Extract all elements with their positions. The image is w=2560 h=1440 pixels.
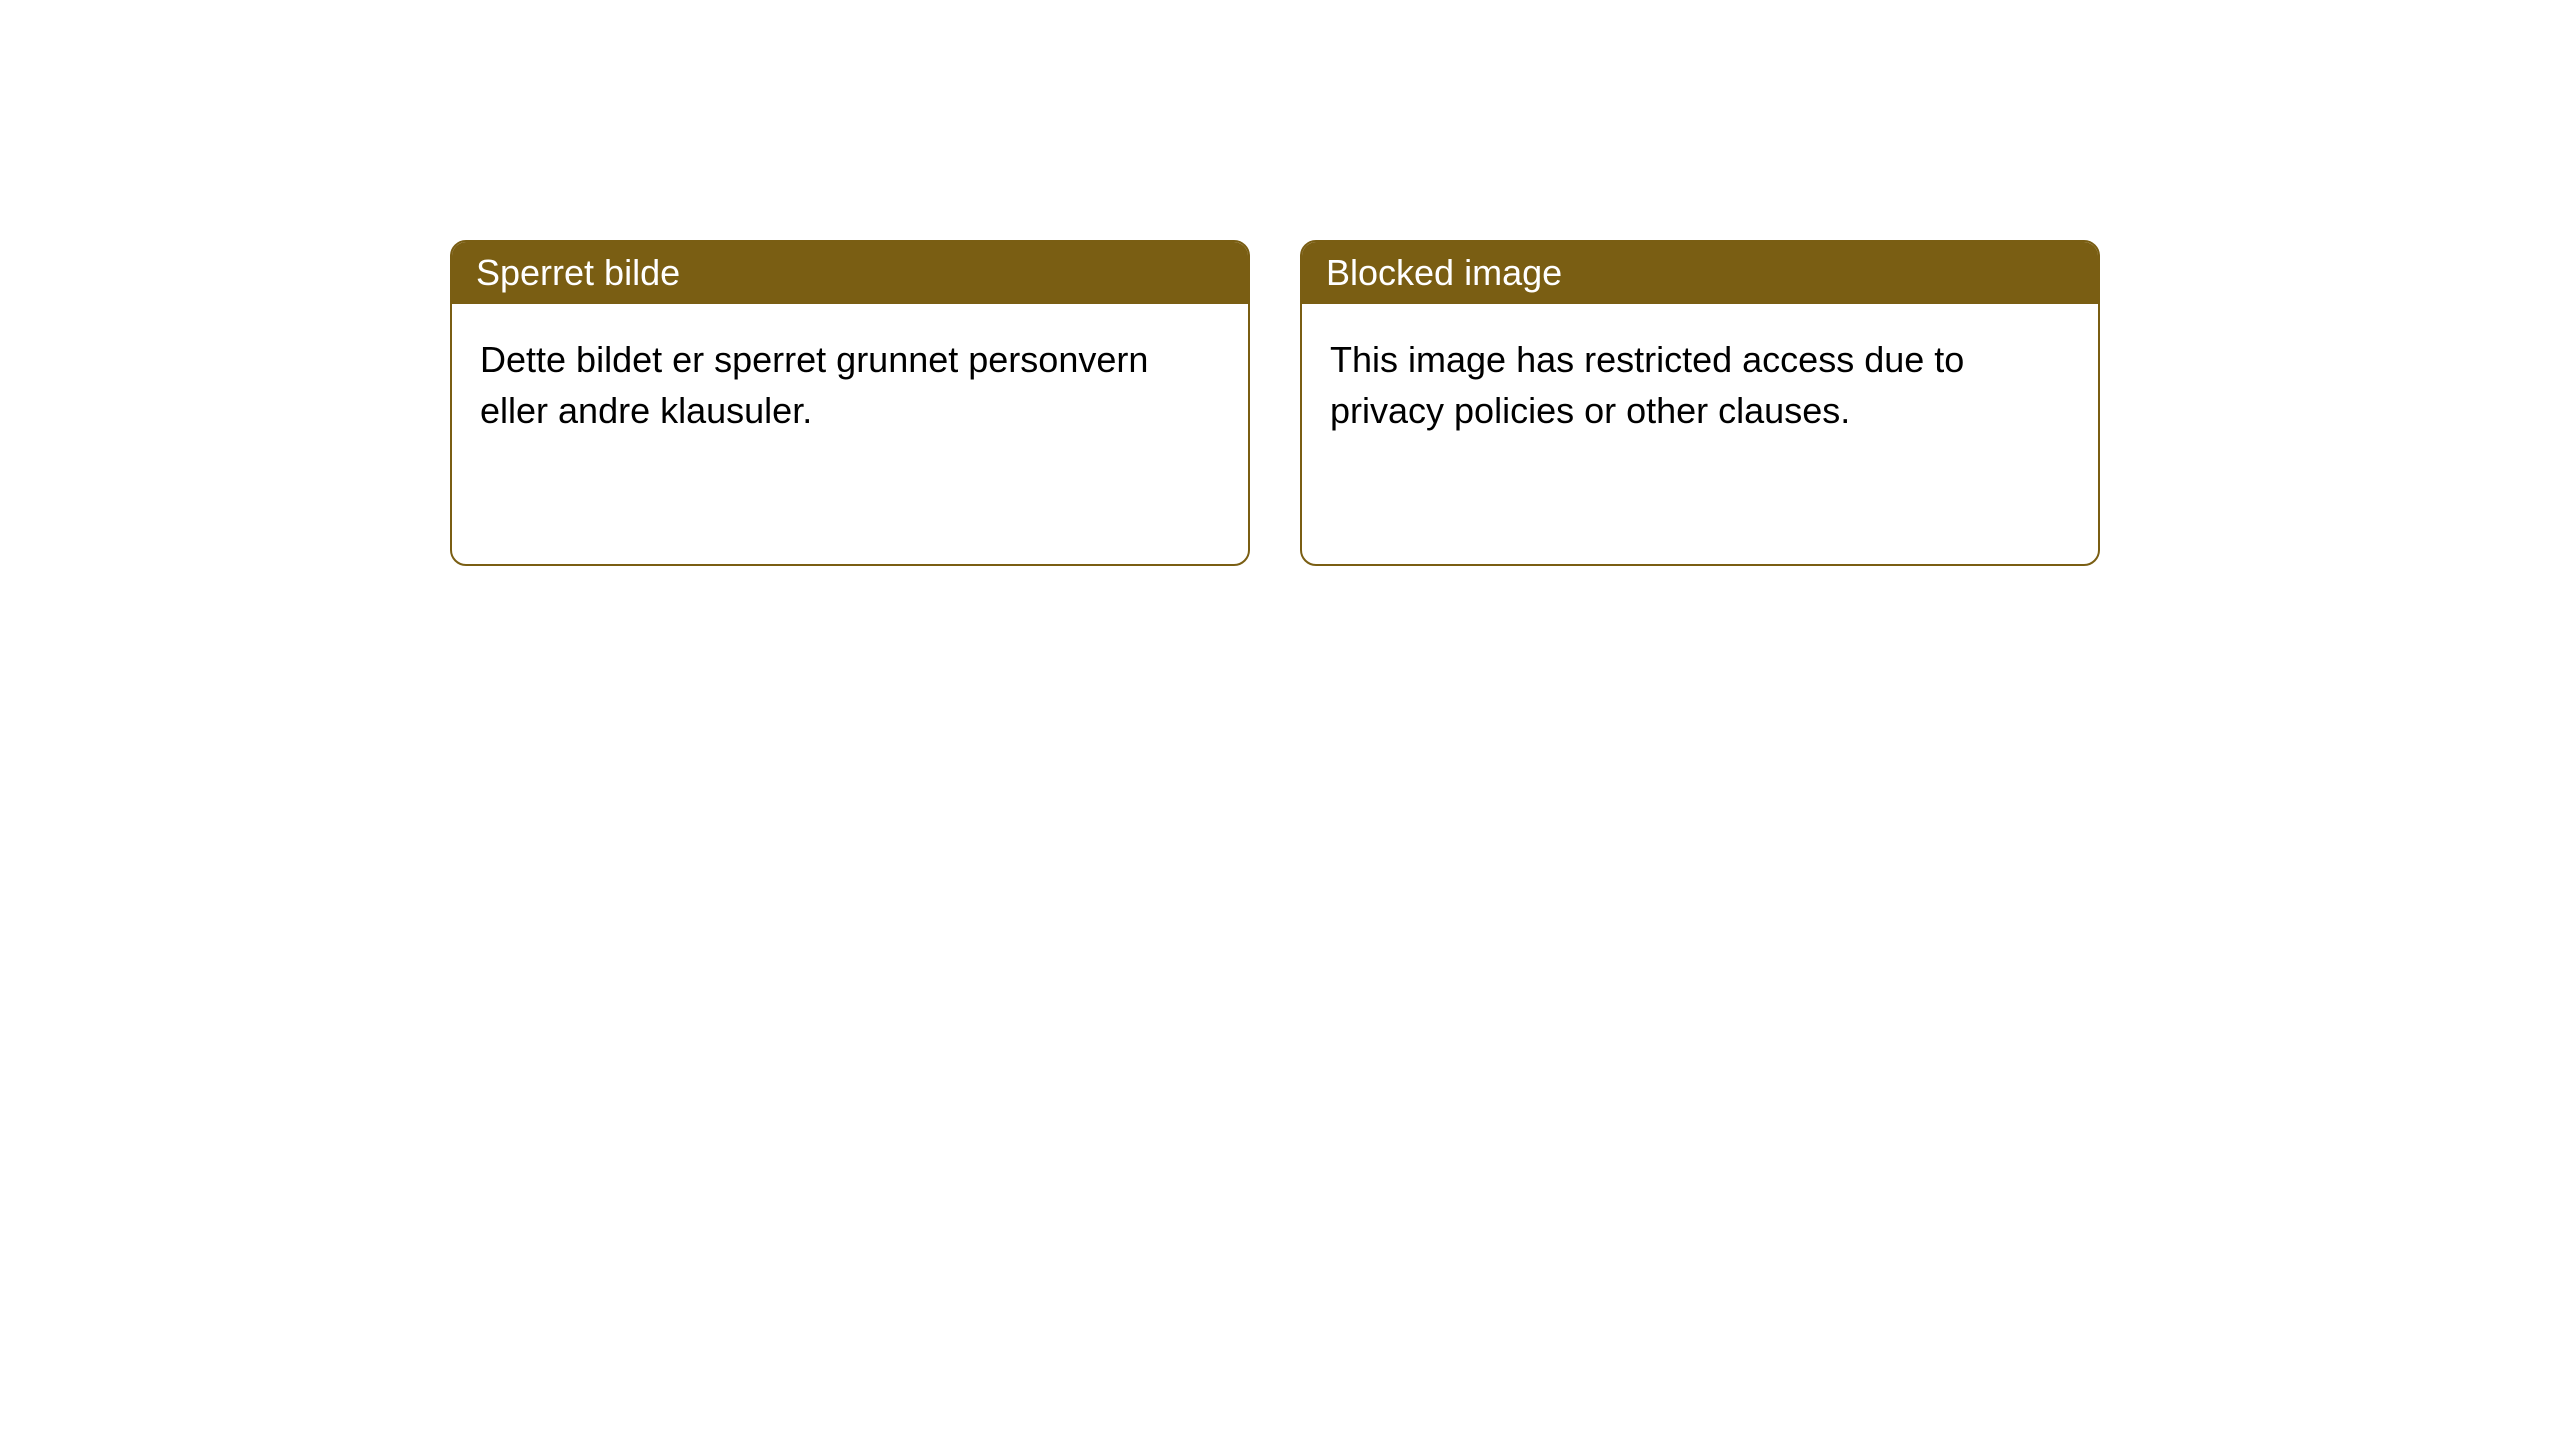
notice-container: Sperret bilde Dette bildet er sperret gr… [0,0,2560,566]
notice-title-norwegian: Sperret bilde [452,242,1248,304]
notice-card-norwegian: Sperret bilde Dette bildet er sperret gr… [450,240,1250,566]
notice-body-english: This image has restricted access due to … [1302,304,2098,564]
notice-card-english: Blocked image This image has restricted … [1300,240,2100,566]
notice-title-english: Blocked image [1302,242,2098,304]
notice-body-norwegian: Dette bildet er sperret grunnet personve… [452,304,1248,564]
